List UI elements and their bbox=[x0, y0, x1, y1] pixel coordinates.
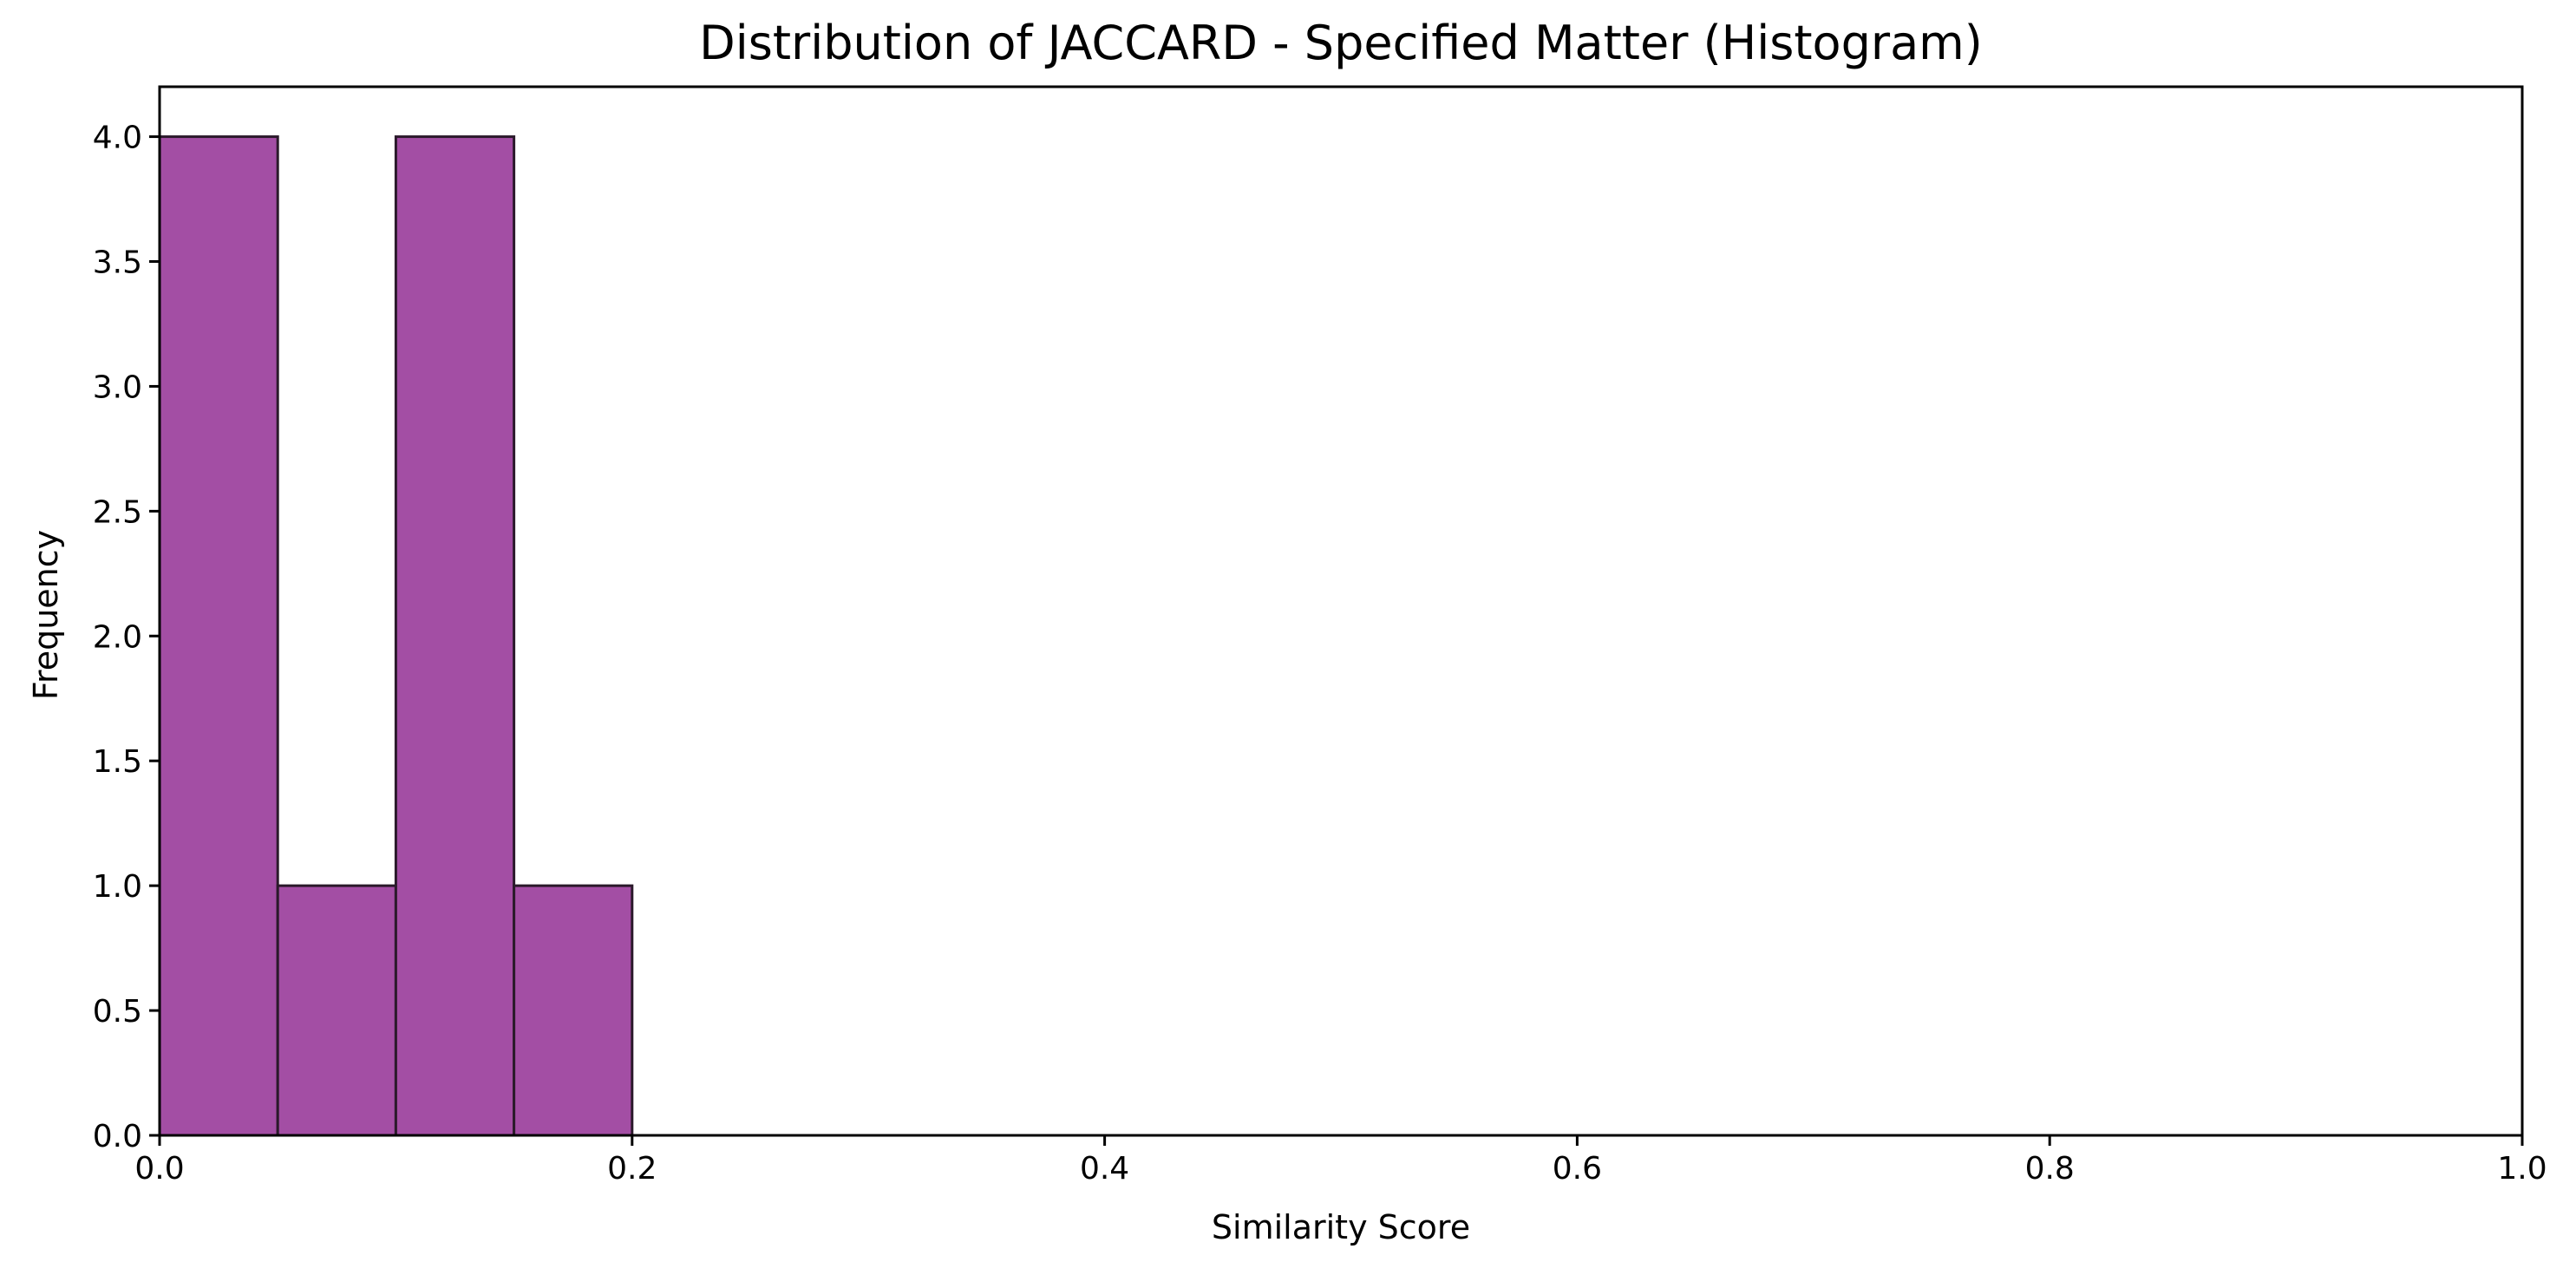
y-tick-label: 4.0 bbox=[93, 121, 142, 156]
histogram-bar bbox=[276, 884, 397, 1137]
y-tick-label: 2.5 bbox=[93, 494, 142, 530]
histogram-bar bbox=[158, 135, 279, 1137]
x-tick-label: 0.0 bbox=[134, 1151, 184, 1187]
x-tick-label: 1.0 bbox=[2497, 1151, 2547, 1187]
y-tick-label: 1.5 bbox=[93, 744, 142, 780]
plot-area: 0.0 0.2 0.4 0.6 0.8 1.0 0.0 0.5 1.0 1.5 2.0 2.5 3.0 3… bbox=[93, 85, 2547, 1187]
y-tick-label: 1.0 bbox=[93, 869, 142, 905]
histogram-bar bbox=[513, 884, 634, 1137]
plot-frame bbox=[158, 85, 2524, 1137]
histogram-bar bbox=[394, 135, 516, 1137]
y-tick-label: 0.5 bbox=[93, 994, 142, 1030]
x-axis-label: Similarity Score bbox=[1212, 1208, 1470, 1246]
x-tick-label: 0.4 bbox=[1080, 1151, 1129, 1187]
x-tick-label: 0.2 bbox=[607, 1151, 657, 1187]
x-tick-label: 0.6 bbox=[1553, 1151, 1602, 1187]
chart-title: Distribution of JACCARD - Specified Matt… bbox=[699, 16, 1983, 70]
x-tick-label: 0.8 bbox=[2025, 1151, 2075, 1187]
y-tick-label: 0.0 bbox=[93, 1119, 142, 1154]
y-tick-label: 3.0 bbox=[93, 369, 142, 405]
y-tick-label: 3.5 bbox=[93, 245, 142, 281]
y-axis-label: Frequency bbox=[27, 530, 65, 700]
y-tick-label: 2.0 bbox=[93, 619, 142, 655]
